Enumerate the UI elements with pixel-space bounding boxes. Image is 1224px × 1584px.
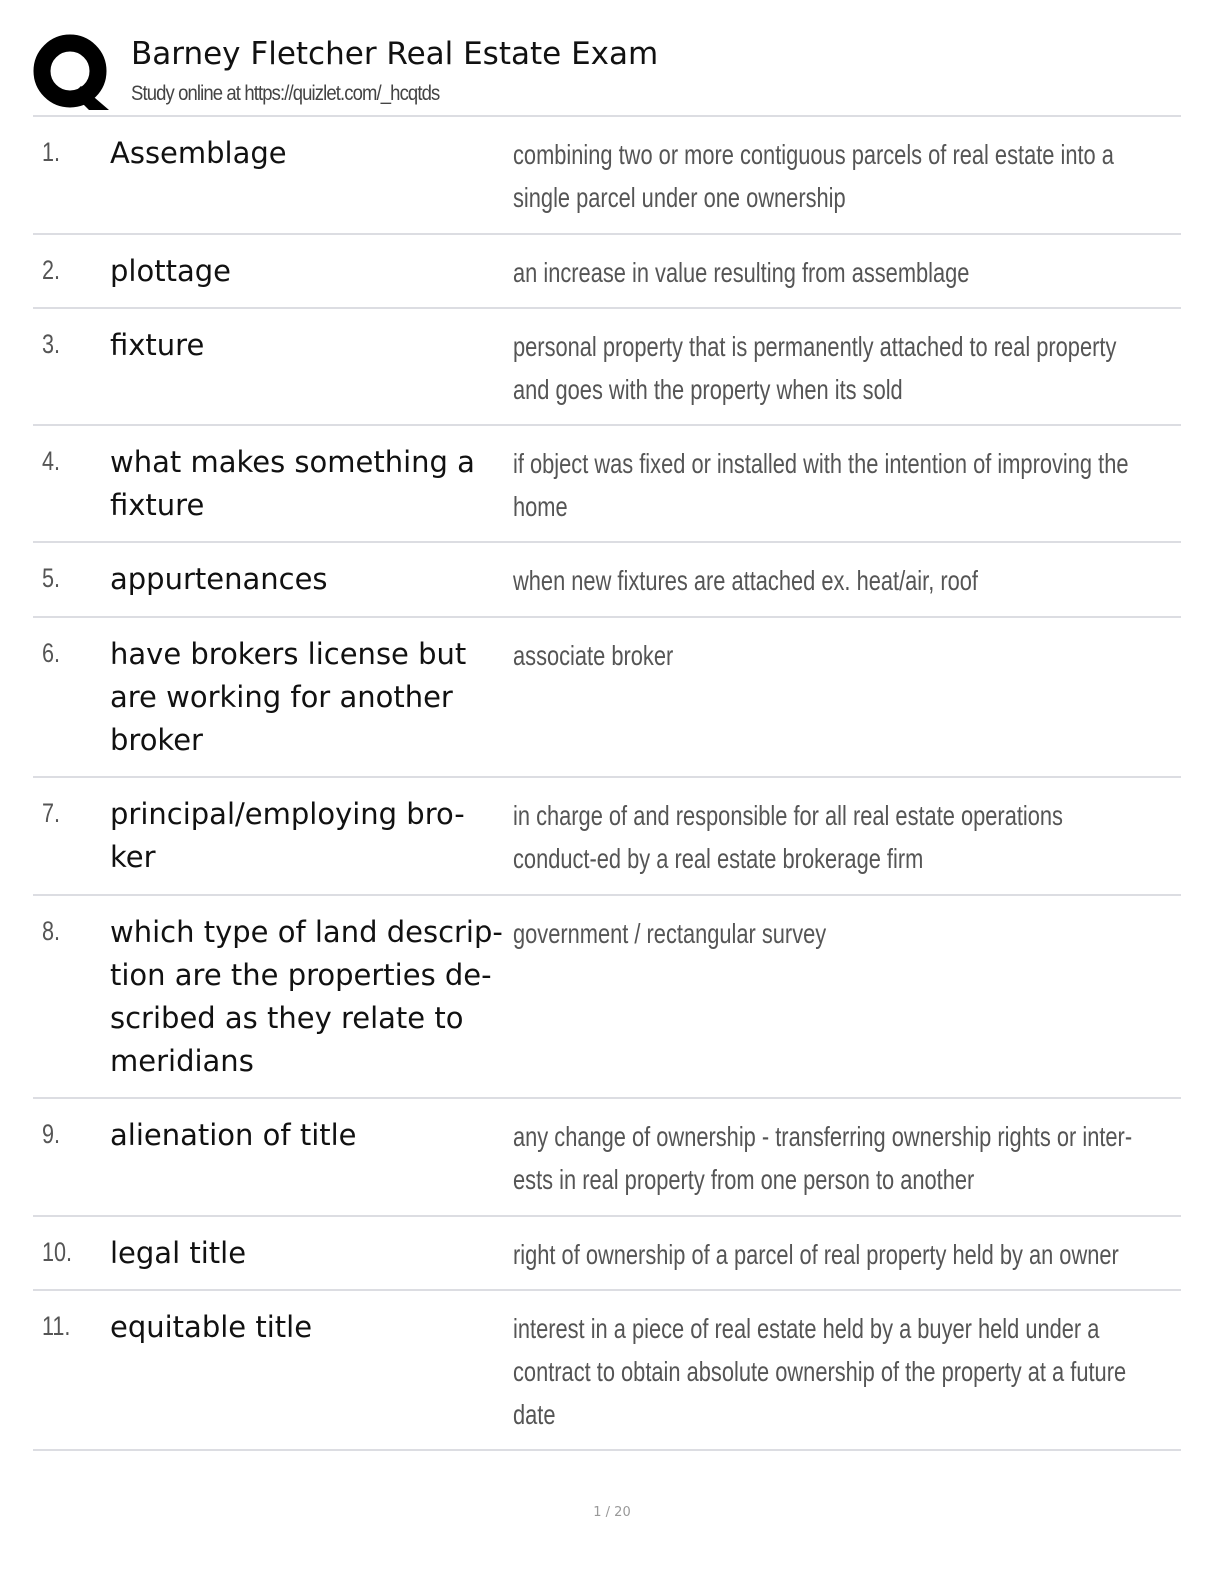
term: appurtenances — [110, 562, 328, 596]
flashcard-row: 1. Assemblage combining two or more contig… — [33, 117, 1181, 235]
flashcard-row: 8. which type of land descrip-tion are th… — [33, 896, 1181, 1099]
item-number: 4. — [42, 446, 61, 476]
flashcard-row: 3. fixture personal property that is perma… — [33, 309, 1181, 426]
definition: combining two or more contiguous parcels… — [513, 139, 1114, 213]
definition: personal property that is permanently at… — [513, 331, 1117, 405]
flashcard-row: 7. principal/employing bro-ker in charge o… — [33, 778, 1181, 896]
definition: when new fixtures are attached ex. heat/… — [513, 565, 978, 596]
flashcard-row: 9. alienation of title any change of owner… — [33, 1099, 1181, 1217]
definition: interest in a piece of real estate held … — [513, 1313, 1127, 1430]
flashcard-row: 11. equitable title interest in a piece of… — [33, 1291, 1181, 1451]
item-number: 9. — [42, 1119, 61, 1149]
definition: government / rectangular survey — [513, 918, 827, 949]
definition: an increase in value resulting from asse… — [513, 257, 970, 288]
item-number: 2. — [42, 255, 61, 285]
item-number: 5. — [42, 563, 61, 593]
flashcard-row: 10. legal title right of ownership of a pa… — [33, 1217, 1181, 1291]
item-number: 7. — [42, 798, 61, 828]
study-link: Study online at https://quizlet.com/_hcq… — [131, 82, 440, 105]
item-number: 6. — [42, 638, 61, 668]
item-number: 1. — [42, 137, 61, 167]
flashcard-row: 4. what makes something a fixture if objec… — [33, 426, 1181, 543]
divider — [33, 115, 1181, 117]
flashcard-row: 2. plottage an increase in value resulting… — [33, 235, 1181, 309]
term: legal title — [110, 1236, 247, 1270]
definition: associate broker — [513, 640, 674, 671]
term: which type of land descrip-tion are the … — [110, 915, 503, 1078]
term: fixture — [110, 328, 205, 362]
item-number: 8. — [42, 916, 61, 946]
term: have brokers license but are working for… — [110, 637, 467, 757]
item-number: 10. — [42, 1237, 73, 1267]
flashcard-list: 1. Assemblage combining two or more contig… — [33, 117, 1181, 1451]
term: Assemblage — [110, 136, 287, 170]
term: equitable title — [110, 1310, 313, 1344]
definition: in charge of and responsible for all rea… — [513, 800, 1063, 874]
term: plottage — [110, 254, 231, 288]
flashcard-row: 5. appurtenances when new fixtures are att… — [33, 543, 1181, 618]
definition: any change of ownership - transferring o… — [513, 1121, 1133, 1195]
quizlet-logo-icon — [33, 34, 109, 110]
definition: right of ownership of a parcel of real p… — [513, 1239, 1119, 1270]
term: alienation of title — [110, 1118, 357, 1152]
page-number: 1 / 20 — [593, 1505, 631, 1520]
definition: if object was fixed or installed with th… — [513, 448, 1129, 522]
term: what makes something a fixture — [110, 445, 475, 522]
term: principal/employing bro-ker — [110, 797, 465, 874]
page-title: Barney Fletcher Real Estate Exam — [131, 36, 659, 72]
item-number: 3. — [42, 329, 61, 359]
flashcard-row: 6. have brokers license but are working f… — [33, 618, 1181, 778]
item-number: 11. — [42, 1311, 71, 1341]
